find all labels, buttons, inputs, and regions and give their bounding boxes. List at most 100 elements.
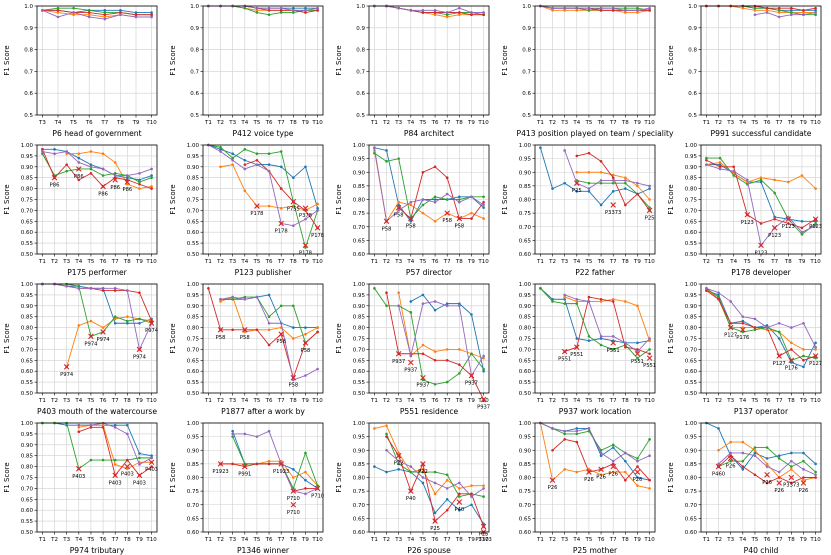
y-tick-label: 1.0 bbox=[24, 4, 33, 10]
data-point bbox=[777, 15, 781, 19]
data-point bbox=[575, 429, 579, 433]
cross-stroke bbox=[432, 518, 438, 524]
y-axis-label: F1 Score bbox=[335, 45, 343, 75]
data-point bbox=[636, 356, 639, 360]
x-tick-label: T3 bbox=[62, 398, 70, 404]
marker-label: P551 bbox=[570, 352, 583, 358]
data-point bbox=[458, 11, 461, 14]
data-point bbox=[243, 432, 247, 436]
y-tick-label: 0.95 bbox=[187, 154, 200, 160]
data-point bbox=[790, 11, 793, 14]
y-tick-label: 0.85 bbox=[685, 462, 698, 468]
data-point bbox=[397, 468, 400, 471]
cross-stroke bbox=[812, 353, 819, 359]
forgetting-marker: P123 bbox=[768, 225, 781, 239]
data-point bbox=[470, 313, 473, 316]
data-point bbox=[87, 15, 91, 19]
subplot-title: P6 head of government bbox=[52, 129, 141, 138]
data-point bbox=[292, 468, 295, 471]
y-tick-label: 1.0 bbox=[190, 4, 199, 10]
x-tick-label: T5 bbox=[253, 537, 261, 543]
marker-label: P123 bbox=[809, 224, 822, 230]
data-point bbox=[458, 508, 461, 512]
data-point bbox=[150, 454, 153, 458]
data-point bbox=[636, 181, 639, 185]
data-point bbox=[150, 174, 153, 177]
data-point bbox=[765, 465, 769, 468]
data-point bbox=[648, 184, 651, 188]
forgetting-marker: P123 bbox=[741, 211, 754, 226]
data-point bbox=[433, 13, 437, 17]
cross-stroke bbox=[598, 466, 604, 473]
x-tick-label: T5 bbox=[253, 259, 261, 265]
data-point bbox=[304, 451, 307, 455]
data-point bbox=[113, 321, 117, 325]
data-point bbox=[765, 481, 769, 485]
x-tick-label: T9 bbox=[467, 537, 475, 543]
data-point bbox=[482, 206, 485, 209]
data-point bbox=[718, 156, 722, 160]
data-point bbox=[587, 187, 591, 190]
x-tick-label: T6 bbox=[431, 398, 439, 404]
x-tick-label: T10 bbox=[145, 259, 157, 265]
y-axis-label: F1 Score bbox=[501, 45, 509, 75]
y-tick-label: 0.75 bbox=[685, 489, 698, 495]
cross-stroke bbox=[788, 474, 795, 481]
x-tick-label: T8 bbox=[784, 259, 792, 265]
data-point bbox=[292, 224, 295, 227]
data-point bbox=[636, 9, 639, 12]
data-point bbox=[648, 438, 651, 441]
data-point bbox=[599, 9, 603, 12]
y-tick-label: 0.55 bbox=[21, 380, 34, 386]
data-point bbox=[113, 172, 117, 175]
forgetting-marker: P710 bbox=[311, 485, 324, 499]
data-point bbox=[599, 300, 603, 303]
data-point bbox=[790, 465, 793, 468]
forgetting-marker: P86 bbox=[98, 183, 108, 197]
data-point bbox=[72, 11, 75, 14]
data-point bbox=[759, 222, 763, 225]
data-point bbox=[551, 297, 554, 301]
data-point bbox=[219, 150, 222, 153]
plot-frame bbox=[700, 144, 822, 255]
y-tick-label: 0.70 bbox=[519, 225, 532, 231]
data-point bbox=[77, 324, 81, 327]
data-point bbox=[385, 435, 388, 438]
y-tick-label: 0.95 bbox=[21, 154, 34, 160]
data-point bbox=[717, 462, 720, 466]
y-axis-label: F1 Score bbox=[335, 184, 343, 214]
y-tick-label: 0.85 bbox=[519, 462, 532, 468]
forgetting-marker: P551 bbox=[570, 344, 583, 358]
data-point bbox=[113, 315, 117, 319]
data-point bbox=[814, 462, 817, 466]
cross-stroke bbox=[100, 329, 106, 335]
y-tick-label: 0.65 bbox=[519, 358, 532, 364]
marker-label: P86 bbox=[122, 187, 132, 193]
data-point bbox=[231, 462, 234, 466]
marker-label: P86 bbox=[74, 174, 84, 180]
data-point bbox=[718, 167, 722, 171]
x-tick-label: T4 bbox=[738, 398, 746, 404]
data-point bbox=[458, 492, 461, 496]
data-point bbox=[292, 11, 295, 14]
subplot-p1346-winner: 0.60 0.65 0.70 0.75 0.80 0.85 0.90 0.95 1.00 T1 T2… bbox=[169, 421, 324, 555]
x-tick-label: T9 bbox=[633, 120, 641, 126]
data-point bbox=[316, 9, 319, 12]
data-point bbox=[482, 484, 485, 487]
forgetting-marker: P26 bbox=[726, 455, 736, 469]
data-point bbox=[624, 300, 627, 303]
y-tick-label: 0.75 bbox=[187, 489, 200, 495]
data-point bbox=[563, 181, 566, 185]
marker-label: P86 bbox=[98, 191, 108, 197]
x-tick-label: T1 bbox=[204, 120, 212, 126]
data-point bbox=[126, 289, 129, 292]
y-tick-label: 0.55 bbox=[519, 380, 532, 386]
y-tick-label: 0.90 bbox=[353, 448, 366, 454]
y-tick-label: 0.60 bbox=[187, 369, 200, 375]
data-point bbox=[397, 451, 400, 455]
plot-frame bbox=[202, 5, 324, 116]
data-point bbox=[231, 158, 234, 162]
data-point bbox=[790, 348, 793, 351]
data-point bbox=[409, 9, 413, 12]
data-point bbox=[611, 179, 615, 182]
